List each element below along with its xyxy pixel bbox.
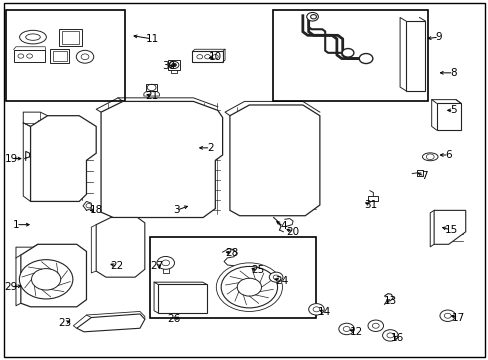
Circle shape xyxy=(162,260,169,266)
Text: 6: 6 xyxy=(445,150,451,160)
Text: 10: 10 xyxy=(208,52,222,62)
Text: 12: 12 xyxy=(349,327,362,337)
Circle shape xyxy=(367,320,383,332)
Circle shape xyxy=(343,327,349,332)
Text: 1: 1 xyxy=(13,220,19,230)
Polygon shape xyxy=(21,244,86,307)
Text: 26: 26 xyxy=(167,314,180,324)
Circle shape xyxy=(273,275,279,279)
Text: 29: 29 xyxy=(4,282,18,292)
Circle shape xyxy=(310,15,316,19)
Text: 16: 16 xyxy=(390,333,404,343)
Circle shape xyxy=(439,310,455,321)
Bar xyxy=(6,10,125,102)
Circle shape xyxy=(342,49,353,57)
Text: 27: 27 xyxy=(150,261,163,271)
Text: 2: 2 xyxy=(207,143,213,153)
Text: 31: 31 xyxy=(364,200,377,210)
Bar xyxy=(405,21,425,91)
Text: 23: 23 xyxy=(58,318,71,328)
Text: 15: 15 xyxy=(444,225,457,235)
Circle shape xyxy=(359,54,372,64)
Bar xyxy=(167,60,180,70)
Circle shape xyxy=(20,260,73,299)
Polygon shape xyxy=(229,105,319,216)
Circle shape xyxy=(308,303,324,315)
Text: 17: 17 xyxy=(451,312,464,323)
Circle shape xyxy=(382,330,397,341)
Ellipse shape xyxy=(20,30,46,44)
Bar xyxy=(158,284,206,313)
Polygon shape xyxy=(77,314,144,332)
Text: 20: 20 xyxy=(286,227,299,237)
Text: 25: 25 xyxy=(250,265,264,275)
Circle shape xyxy=(221,266,277,308)
Text: 28: 28 xyxy=(225,248,239,258)
Text: 4: 4 xyxy=(280,221,286,231)
Text: 30: 30 xyxy=(162,62,175,71)
Bar xyxy=(61,31,79,44)
Circle shape xyxy=(312,307,319,312)
Text: 3: 3 xyxy=(173,205,180,215)
Text: 21: 21 xyxy=(145,91,159,101)
Text: 18: 18 xyxy=(89,205,102,215)
Text: 24: 24 xyxy=(274,276,287,286)
Circle shape xyxy=(237,278,261,296)
Text: 13: 13 xyxy=(383,296,396,306)
Ellipse shape xyxy=(422,153,437,161)
Circle shape xyxy=(269,272,283,282)
Bar xyxy=(149,237,316,318)
Polygon shape xyxy=(96,217,144,277)
Text: 14: 14 xyxy=(318,307,331,317)
Polygon shape xyxy=(101,102,222,217)
Text: 22: 22 xyxy=(110,261,123,271)
Circle shape xyxy=(426,154,433,159)
Circle shape xyxy=(171,63,176,67)
Circle shape xyxy=(31,269,61,290)
Bar xyxy=(14,50,45,62)
Bar xyxy=(192,51,222,62)
Circle shape xyxy=(306,13,318,21)
Text: 7: 7 xyxy=(420,171,427,181)
Bar xyxy=(50,49,69,63)
Polygon shape xyxy=(433,210,465,244)
Bar xyxy=(272,10,427,102)
Bar xyxy=(53,51,66,61)
Text: 11: 11 xyxy=(145,34,159,44)
Circle shape xyxy=(386,333,393,338)
Bar xyxy=(146,84,157,91)
Circle shape xyxy=(444,313,450,318)
Text: 19: 19 xyxy=(4,154,18,163)
Circle shape xyxy=(338,323,354,335)
Polygon shape xyxy=(30,116,96,202)
Ellipse shape xyxy=(26,34,40,40)
Text: 8: 8 xyxy=(449,68,456,78)
Circle shape xyxy=(157,256,174,269)
Bar xyxy=(59,29,82,46)
Text: 5: 5 xyxy=(449,105,456,115)
Bar xyxy=(436,103,460,130)
Text: 9: 9 xyxy=(435,32,442,42)
Circle shape xyxy=(372,323,378,328)
